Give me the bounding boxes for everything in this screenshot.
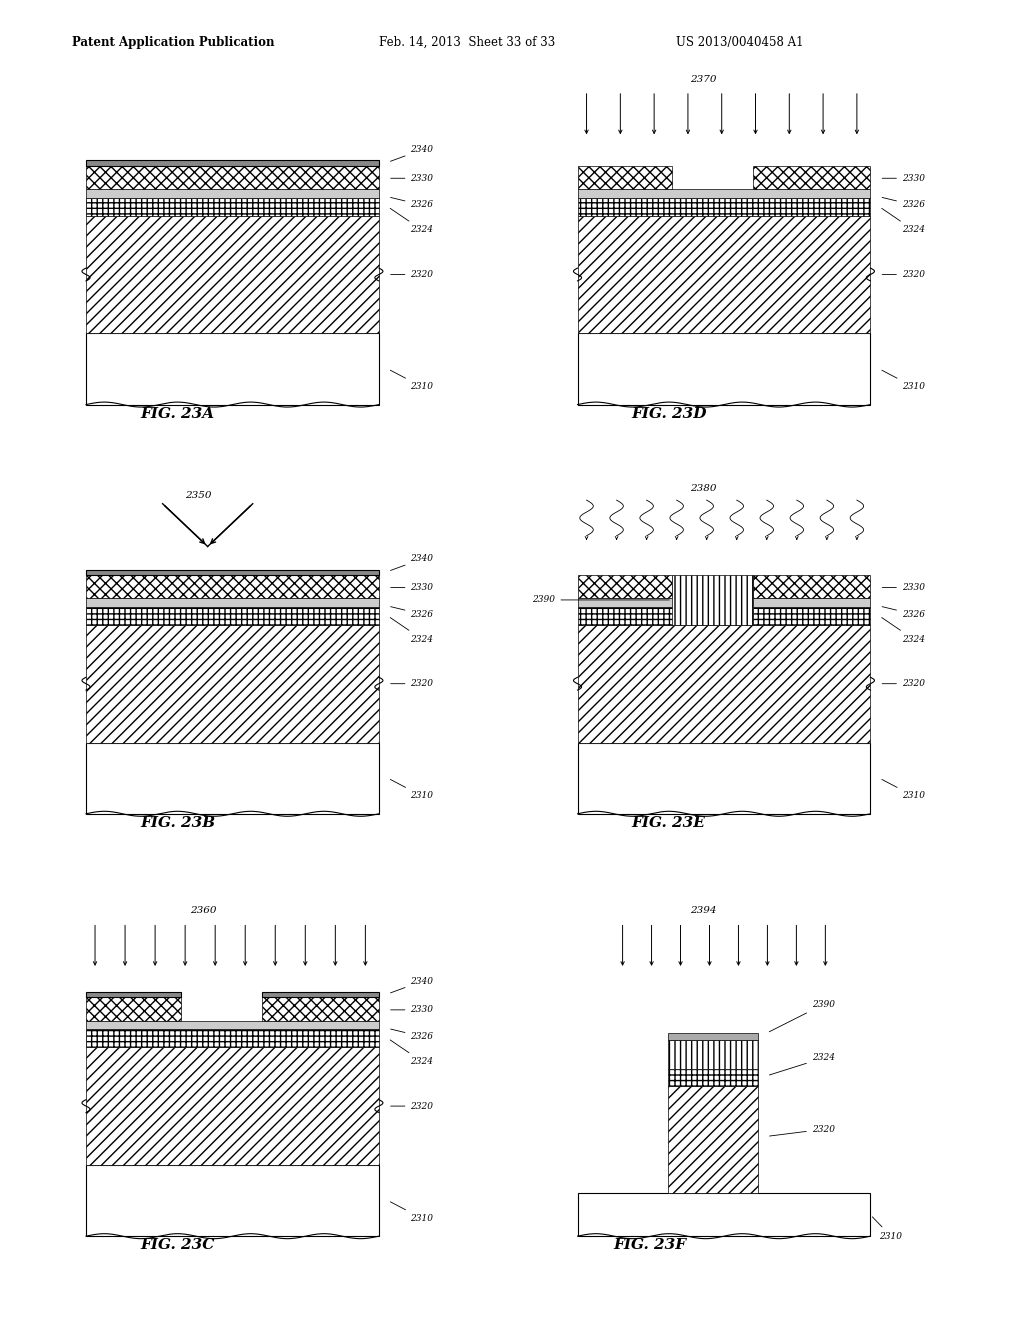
Bar <box>578 166 672 189</box>
Text: 2394: 2394 <box>690 907 717 916</box>
Bar <box>668 1040 758 1069</box>
Text: 2310: 2310 <box>390 370 433 391</box>
Text: 2310: 2310 <box>882 370 925 391</box>
Bar <box>86 189 379 198</box>
Text: 2324: 2324 <box>390 1040 433 1067</box>
Text: FIG. 23B: FIG. 23B <box>140 816 215 830</box>
Bar <box>86 215 379 333</box>
Text: 2320: 2320 <box>883 680 925 688</box>
Text: 2310: 2310 <box>882 779 925 800</box>
Bar <box>578 215 870 333</box>
Text: 2310: 2310 <box>390 1201 433 1222</box>
Bar <box>754 166 870 189</box>
Text: Patent Application Publication: Patent Application Publication <box>72 36 274 49</box>
Text: 2310: 2310 <box>390 779 433 800</box>
Bar <box>262 993 379 998</box>
Bar <box>578 576 672 598</box>
Bar <box>86 742 379 813</box>
Text: 2326: 2326 <box>390 607 433 619</box>
Bar <box>262 998 379 1020</box>
Text: 2324: 2324 <box>882 209 925 235</box>
Bar <box>578 1193 870 1236</box>
Text: 2324: 2324 <box>390 618 433 644</box>
Text: 2370: 2370 <box>690 75 717 84</box>
Text: 2320: 2320 <box>391 271 433 279</box>
Text: 2350: 2350 <box>185 491 212 500</box>
Bar <box>86 998 180 1020</box>
Text: 2324: 2324 <box>769 1053 835 1074</box>
Bar <box>86 607 379 624</box>
Text: 2324: 2324 <box>390 209 433 235</box>
Bar <box>86 598 379 607</box>
Text: 2340: 2340 <box>390 977 433 993</box>
Bar <box>668 1069 758 1086</box>
Bar <box>578 598 870 607</box>
Bar <box>86 1047 379 1164</box>
Text: 2320: 2320 <box>391 680 433 688</box>
Text: 2390: 2390 <box>532 595 670 605</box>
Text: 2330: 2330 <box>391 174 433 182</box>
Bar <box>578 189 870 198</box>
Text: 2340: 2340 <box>390 145 433 161</box>
Bar <box>578 624 870 742</box>
Text: FIG. 23F: FIG. 23F <box>613 1238 687 1253</box>
Bar <box>86 570 379 576</box>
Bar <box>86 1020 379 1030</box>
Bar <box>86 166 379 189</box>
Text: 2380: 2380 <box>690 484 717 492</box>
Text: 2326: 2326 <box>882 607 925 619</box>
Text: 2310: 2310 <box>872 1217 902 1241</box>
Bar <box>672 576 754 624</box>
Text: 2320: 2320 <box>769 1125 835 1137</box>
Bar <box>86 1030 379 1047</box>
Bar <box>86 624 379 742</box>
Text: 2330: 2330 <box>391 583 433 591</box>
Bar <box>86 576 379 598</box>
Bar <box>578 742 870 813</box>
Bar <box>668 1086 758 1193</box>
Bar <box>578 607 870 624</box>
Bar <box>668 1034 758 1040</box>
Text: 2320: 2320 <box>883 271 925 279</box>
Text: US 2013/0040458 A1: US 2013/0040458 A1 <box>676 36 804 49</box>
Bar <box>578 333 870 404</box>
Text: 2330: 2330 <box>883 583 925 591</box>
Bar <box>578 198 870 215</box>
Bar <box>86 161 379 166</box>
Text: Feb. 14, 2013  Sheet 33 of 33: Feb. 14, 2013 Sheet 33 of 33 <box>379 36 555 49</box>
Bar <box>86 333 379 404</box>
Bar <box>86 993 180 998</box>
Text: 2324: 2324 <box>882 618 925 644</box>
Text: FIG. 23D: FIG. 23D <box>632 407 708 421</box>
Text: FIG. 23A: FIG. 23A <box>140 407 214 421</box>
Text: 2326: 2326 <box>882 198 925 210</box>
Text: 2326: 2326 <box>390 198 433 210</box>
Text: FIG. 23E: FIG. 23E <box>632 816 706 830</box>
Text: FIG. 23C: FIG. 23C <box>140 1238 214 1253</box>
Text: 2340: 2340 <box>390 554 433 570</box>
Bar <box>86 198 379 215</box>
Bar <box>754 576 870 598</box>
Text: 2320: 2320 <box>391 1102 433 1110</box>
Bar <box>86 1164 379 1236</box>
Text: 2360: 2360 <box>189 907 216 916</box>
Text: 2330: 2330 <box>883 174 925 182</box>
Text: 2330: 2330 <box>391 1006 433 1014</box>
Text: 2390: 2390 <box>769 1001 835 1032</box>
Text: 2326: 2326 <box>390 1030 433 1041</box>
